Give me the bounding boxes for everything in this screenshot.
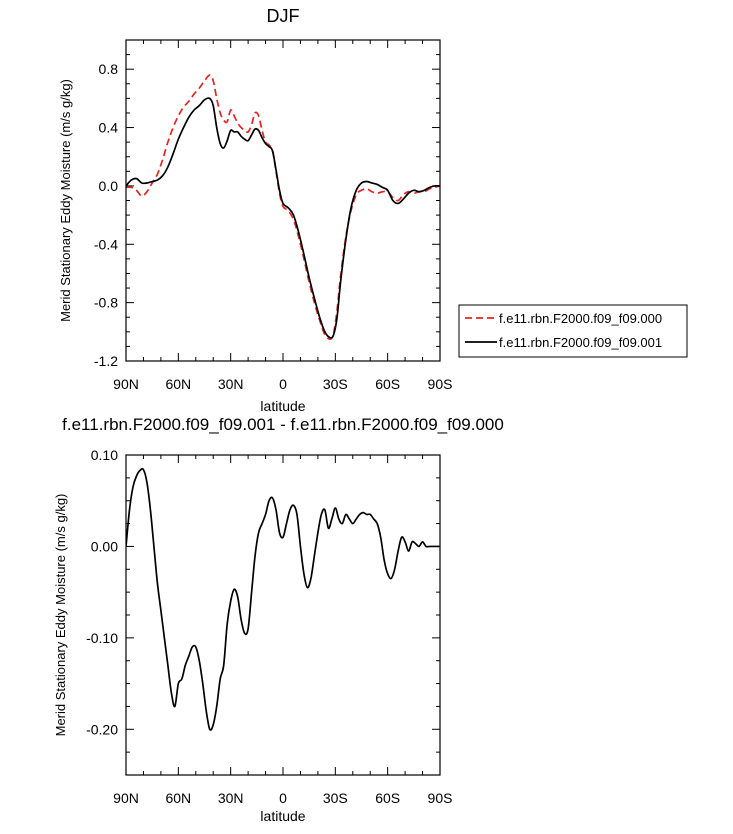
series-group [126, 74, 440, 340]
chart-title: DJF [267, 6, 300, 26]
x-tick-label: 30S [323, 790, 348, 806]
bottom-panel-difference: f.e11.rbn.F2000.f09_f09.001 - f.e11.rbn.… [53, 415, 504, 824]
x-tick-label: 60N [165, 376, 191, 392]
x-tick-label: 90S [428, 790, 453, 806]
x-tick-label: 30N [218, 790, 244, 806]
x-tick-label: 30N [218, 376, 244, 392]
y-tick-label: 0.8 [99, 61, 119, 77]
x-tick-label: 60S [375, 376, 400, 392]
y-tick-label: -0.8 [94, 295, 118, 311]
x-tick-label: 90S [428, 376, 453, 392]
y-tick-label: 0.00 [91, 538, 118, 554]
legend-box [458, 304, 688, 358]
y-tick-label: -1.2 [94, 353, 118, 369]
series-line-1 [126, 467, 440, 731]
x-tick-label: 90N [113, 790, 139, 806]
y-tick-label: 0.4 [99, 120, 119, 136]
plot-frame [125, 454, 441, 776]
legend-label-2: f.e11.rbn.F2000.f09_f09.001 [499, 335, 662, 350]
legend: f.e11.rbn.F2000.f09_f09.000 f.e11.rbn.F20… [458, 304, 688, 358]
x-tick-label: 60N [165, 790, 191, 806]
top-panel-djf: DJF 90N 60N 30N 0 30S 60S 90S -1.2 -0.8 -0.4 0.0 0.4… [58, 6, 688, 414]
series-line-1 [126, 74, 440, 340]
y-tick-label: 0.10 [91, 447, 118, 463]
x-axis-label: latitude [260, 808, 305, 824]
x-tick-label: 0 [279, 376, 287, 392]
x-tick-label: 90N [113, 376, 139, 392]
y-tick-label: -0.4 [94, 236, 118, 252]
x-tick-label: 30S [323, 376, 348, 392]
legend-label-1: f.e11.rbn.F2000.f09_f09.000 [499, 311, 662, 326]
y-axis-label: Merid Stationary Eddy Moisture (m/s g/kg… [58, 79, 73, 322]
x-tick-label: 0 [279, 790, 287, 806]
series-line-2 [126, 97, 440, 339]
y-axis-label: Merid Stationary Eddy Moisture (m/s g/kg… [53, 494, 68, 737]
y-tick-label: -0.10 [86, 630, 118, 646]
y-tick-label: -0.20 [86, 721, 118, 737]
series-group [126, 467, 440, 731]
x-tick-label: 60S [375, 790, 400, 806]
y-tick-label: 0.0 [99, 178, 119, 194]
x-axis-label: latitude [260, 398, 305, 414]
chart-title: f.e11.rbn.F2000.f09_f09.001 - f.e11.rbn.… [62, 415, 504, 434]
